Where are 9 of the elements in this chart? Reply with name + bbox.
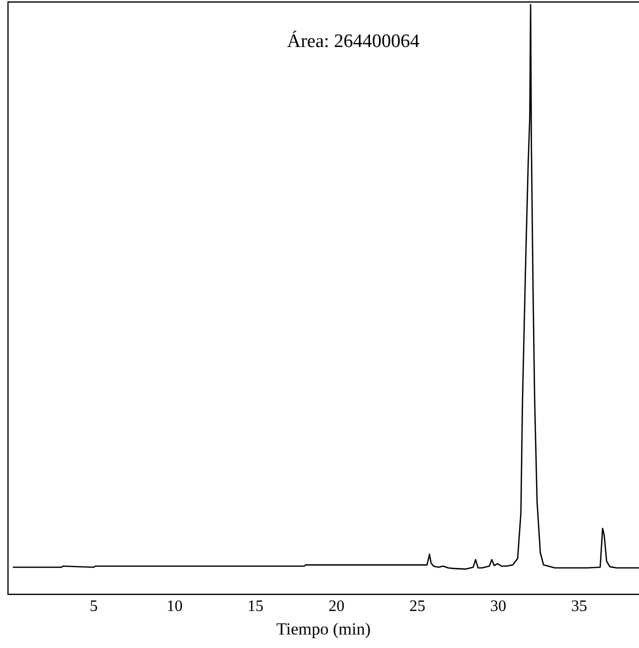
x-tick-label: 10 [166,598,183,616]
annotation: Área: 264400064 [287,30,420,52]
x-tick-label: 25 [409,598,426,616]
x-axis-title: Tiempo (min) [276,619,371,638]
x-tick-label: 15 [248,598,264,616]
x-tick-label: 35 [571,598,588,616]
x-tick-label: 20 [328,598,344,616]
x-tick-label: 5 [90,598,98,616]
x-tick-label: 30 [490,598,506,616]
